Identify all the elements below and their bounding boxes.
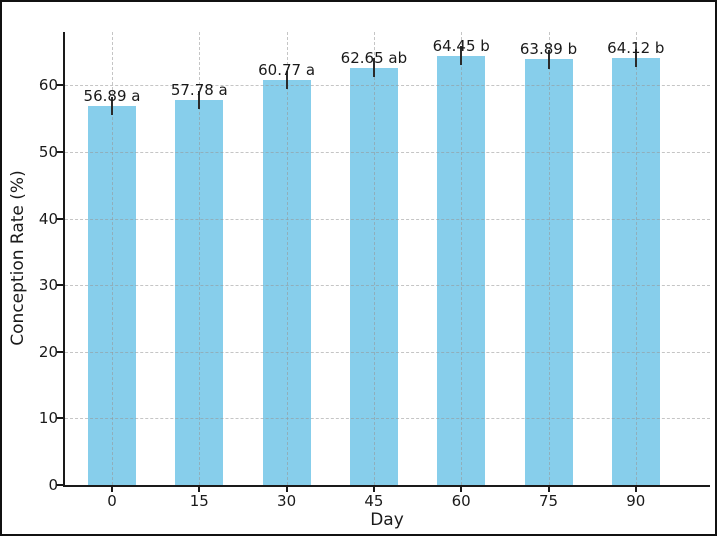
y-tick-label-20: 20: [38, 342, 58, 361]
x-tick-75: [547, 487, 550, 492]
value-label-day-15: 57.78 a: [170, 81, 228, 100]
y-tick-30: [57, 284, 63, 287]
gridline-x-45: [373, 32, 375, 485]
x-tick-label-30: 30: [277, 492, 297, 510]
error-bar-day-45: [372, 58, 375, 77]
value-label-day-0: 56.89 a: [83, 87, 141, 106]
y-tick-label-60: 60: [38, 76, 58, 95]
x-tick-60: [460, 487, 463, 492]
plot-area: 56.89 a 57.78 a 60.77 a 62.65 ab 64.45 b 63.8…: [57, 32, 710, 492]
gridline-y-30: [65, 285, 710, 287]
y-tick-10: [57, 417, 63, 420]
y-tick-0: [57, 484, 63, 486]
gridline-x-0: [112, 32, 113, 485]
x-tick-30: [285, 487, 288, 492]
x-tick-label-60: 60: [451, 492, 471, 510]
x-tick-label-45: 45: [364, 492, 384, 510]
y-axis-title: Conception Rate (%): [8, 170, 28, 346]
gridline-x-75: [548, 32, 550, 485]
x-tick-0: [111, 487, 113, 492]
error-bar-day-15: [198, 90, 201, 110]
y-tick-40: [57, 217, 63, 220]
gridline-y-20: [65, 351, 710, 353]
gridline-x-60: [461, 32, 463, 485]
gridline-y-10: [65, 418, 710, 420]
y-tick-50: [57, 150, 63, 153]
gridline-x-90: [635, 32, 637, 485]
x-tick-45: [372, 487, 375, 492]
x-tick-label-75: 75: [538, 492, 559, 510]
value-label-day-60: 64.45 b: [432, 36, 490, 55]
y-tick-60: [57, 84, 63, 87]
value-label-day-45: 62.65 ab: [340, 48, 408, 67]
gridline-y-60: [65, 85, 710, 87]
y-tick-label-50: 50: [38, 142, 58, 161]
error-bar-day-90: [634, 48, 637, 68]
gridline-x-30: [286, 32, 288, 485]
gridline-y-50: [65, 151, 710, 153]
error-bar-day-75: [547, 50, 550, 69]
y-tick-label-10: 10: [38, 409, 58, 428]
y-tick-20: [57, 350, 63, 353]
y-tick-label-0: 0: [48, 476, 58, 494]
x-tick-90: [634, 487, 637, 492]
error-bar-day-60: [460, 46, 463, 65]
value-label-day-90: 64.12 b: [607, 38, 665, 57]
error-bar-day-0: [111, 96, 113, 116]
value-label-day-75: 63.89 b: [519, 40, 578, 59]
error-bar-day-30: [285, 70, 288, 90]
y-axis-spine: [63, 32, 65, 487]
x-axis-spine: [63, 485, 710, 487]
x-tick-15: [198, 487, 201, 492]
x-axis-title: Day: [370, 510, 404, 530]
gridline-x-15: [199, 32, 201, 485]
x-tick-label-15: 15: [189, 492, 209, 510]
y-tick-label-30: 30: [38, 276, 58, 295]
gridline-y-40: [65, 218, 710, 220]
x-tick-label-0: 0: [107, 492, 117, 510]
y-tick-label-40: 40: [38, 209, 58, 228]
x-tick-label-90: 90: [626, 492, 646, 510]
value-label-day-30: 60.77 a: [258, 61, 316, 80]
